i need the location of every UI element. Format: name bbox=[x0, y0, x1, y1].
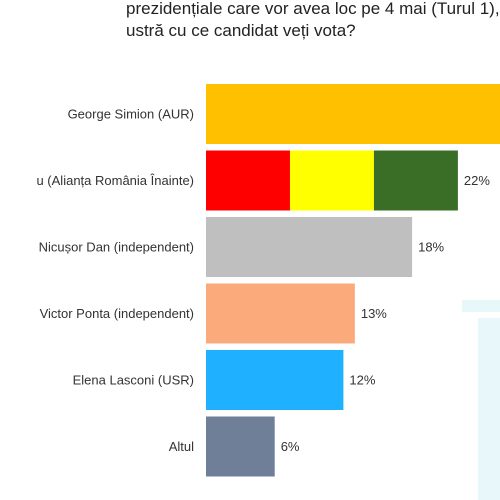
value-label: 18% bbox=[418, 240, 444, 255]
value-label: 12% bbox=[349, 373, 375, 388]
background-decoration bbox=[462, 300, 500, 312]
chart-question: prezidențiale care vor avea loc pe 4 mai… bbox=[0, 0, 500, 42]
category-label: Victor Ponta (independent) bbox=[40, 306, 194, 321]
background-decoration bbox=[478, 318, 500, 500]
category-label: Altul bbox=[169, 439, 194, 454]
category-label: u (Alianța România Înainte) bbox=[36, 173, 194, 188]
value-label: 6% bbox=[281, 439, 300, 454]
category-label: Nicușor Dan (independent) bbox=[39, 240, 194, 255]
category-label: George Simion (AUR) bbox=[68, 107, 194, 122]
category-label: Elena Lasconi (USR) bbox=[73, 373, 194, 388]
question-line-1: prezidențiale care vor avea loc pe 4 mai… bbox=[126, 0, 500, 18]
question-line-2: ustră cu ce candidat veți vota? bbox=[126, 21, 356, 40]
bar-segment bbox=[373, 150, 458, 211]
bar bbox=[206, 84, 500, 144]
bar bbox=[206, 416, 275, 477]
bar bbox=[206, 350, 344, 410]
bar bbox=[206, 217, 413, 277]
value-label: 13% bbox=[361, 306, 387, 321]
bar bbox=[206, 283, 355, 344]
bar-segment bbox=[206, 150, 291, 211]
bar-segment bbox=[289, 150, 375, 211]
value-label: 22% bbox=[464, 173, 490, 188]
